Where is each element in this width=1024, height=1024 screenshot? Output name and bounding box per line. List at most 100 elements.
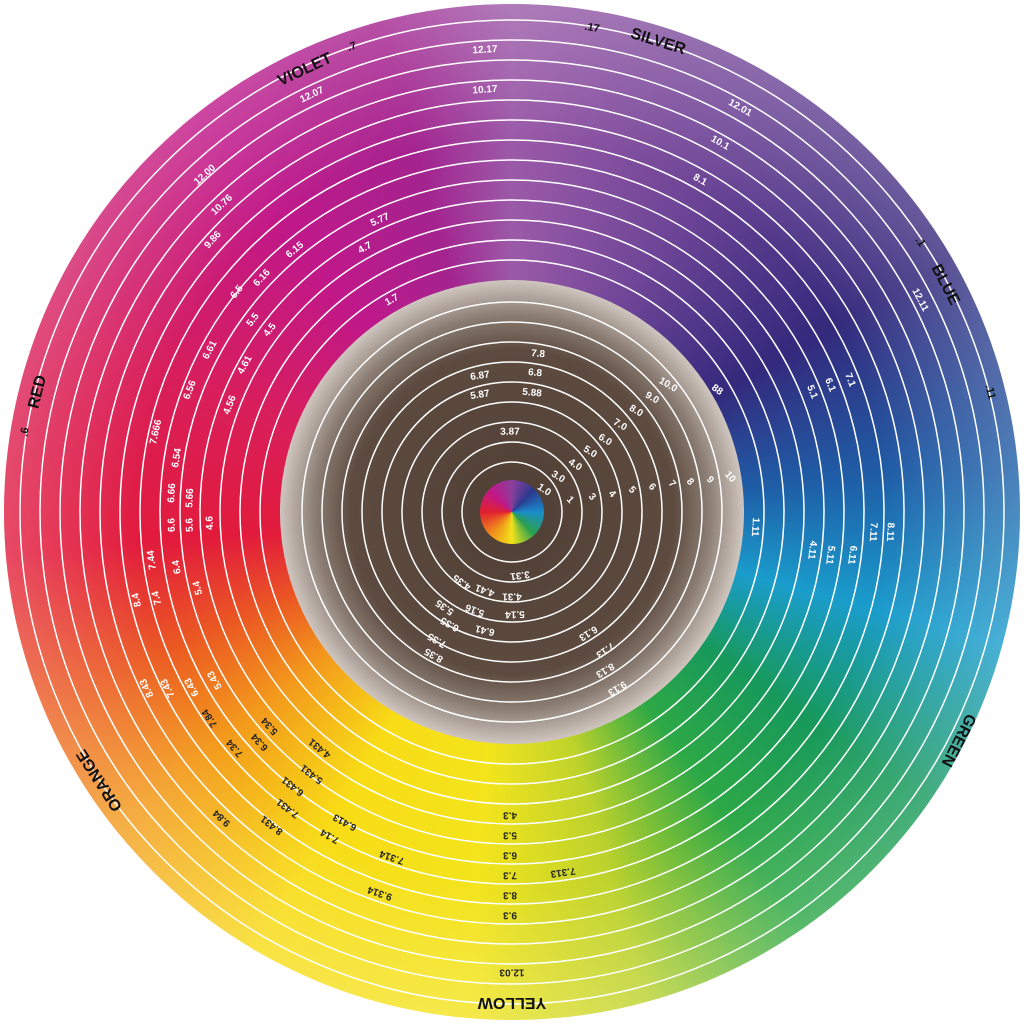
shade-label: 4.56 [222, 394, 239, 417]
shade-label: .17 [583, 21, 600, 35]
shade-label: 5.6 [184, 517, 196, 532]
shade-label: .1 [913, 235, 928, 249]
shade-label: 7.431 [274, 796, 301, 820]
shade-label: 7.84 [200, 706, 220, 729]
ring [59, 59, 965, 965]
shade-label: 6.87 [470, 369, 491, 383]
ring [361, 361, 663, 663]
shade-label: 8.11 [884, 522, 896, 542]
ring [441, 441, 583, 583]
shade-label: 6 [646, 481, 658, 493]
shade-label: 5.11 [823, 545, 836, 566]
shade-label: 7.8 [531, 348, 546, 360]
shade-label: 6.413 [331, 811, 359, 833]
ring [239, 239, 785, 785]
shade-label: 12.17 [472, 44, 498, 56]
ring [119, 119, 905, 905]
shade-label: 6.431 [280, 774, 307, 798]
color-family-label: ORANGE [73, 746, 126, 814]
shade-label: 5 [626, 484, 638, 496]
ring [301, 301, 723, 723]
shade-label: 4.3 [503, 809, 517, 820]
shade-label: 8 [684, 476, 696, 488]
ring [79, 79, 945, 945]
ring [39, 39, 985, 985]
shade-label: 7.11 [867, 522, 879, 542]
ring [421, 421, 603, 603]
shade-label: .7 [346, 40, 359, 54]
shade-label: 7.43 [159, 676, 178, 699]
shade-label: 7.3 [503, 869, 517, 880]
shade-label: 4.31 [502, 590, 522, 601]
ring [179, 179, 845, 845]
ring [381, 381, 643, 643]
color-family-label: YELLOW [477, 994, 546, 1011]
ring [341, 341, 683, 683]
shade-label: 7.313 [549, 865, 576, 879]
rings [19, 19, 1005, 1005]
ring [199, 199, 825, 825]
ring [99, 99, 925, 925]
ring [219, 219, 805, 805]
shade-label: 10.76 [209, 192, 235, 217]
shade-label: 6.54 [170, 447, 184, 468]
shade-label: 7.666 [148, 418, 164, 445]
shade-label: 7.14 [319, 826, 342, 845]
shade-label: 10.1 [709, 134, 732, 153]
color-family-label: VIOLET [275, 50, 335, 90]
shade-label: 7.4 [150, 589, 164, 606]
color-family-label: SILVER [629, 25, 689, 58]
shade-label: 4.6 [204, 515, 216, 530]
shade-label: 6.11 [845, 545, 858, 566]
shade-label: 7 [666, 478, 678, 490]
shade-label: 7.44 [145, 549, 159, 570]
shade-label: .11 [982, 383, 997, 400]
shade-label: 1 [564, 494, 576, 506]
ring [401, 401, 623, 623]
shade-label: 7.314 [378, 847, 406, 866]
shade-label: 8.1 [691, 172, 709, 189]
shade-label: 7.34 [224, 737, 245, 759]
shade-label: 6.43 [182, 675, 201, 698]
shade-label: 6.3 [503, 849, 517, 860]
shade-label: 7.1 [842, 372, 857, 389]
shade-label: 3 [586, 491, 598, 503]
shade-label: 9.86 [202, 229, 224, 251]
shade-label: 4.61 [236, 354, 255, 377]
shade-label: 6.8 [528, 367, 543, 379]
shade-label: 6.6 [166, 517, 178, 532]
shade-label: 10.17 [472, 84, 498, 97]
shade-label: 5.4 [191, 579, 205, 596]
shade-label: 5.88 [522, 387, 543, 400]
shade-label: 9.3 [503, 909, 517, 920]
shade-label: 12.00 [192, 162, 218, 187]
shade-label: 6.66 [166, 483, 178, 503]
shade-label: 12.03 [499, 966, 524, 977]
shade-label: 6.15 [284, 239, 306, 260]
shade-label: 6.4 [171, 559, 184, 575]
shade-label: .6 [18, 426, 31, 437]
shade-label: 1.11 [749, 517, 761, 537]
shade-label: 8.43 [138, 676, 157, 699]
color-family-label: BLUE [928, 262, 963, 309]
shade-label: 5.3 [503, 829, 517, 840]
shade-label: 8.431 [258, 813, 285, 837]
center-swatch [480, 480, 544, 544]
shade-label: 9 [704, 474, 716, 486]
ring [139, 139, 885, 885]
shade-label: 4.11 [805, 540, 818, 561]
shade-label: 6.1 [822, 377, 838, 394]
shade-label: 5.5 [245, 311, 262, 329]
shade-label: 3.31 [509, 568, 530, 581]
ring [461, 461, 563, 563]
ring [159, 159, 865, 865]
color-family-label: RED [25, 373, 50, 410]
shade-label: 5.66 [184, 488, 196, 508]
shade-label: 3.87 [500, 426, 520, 437]
shade-label: 4.7 [356, 240, 374, 257]
shade-label: 5.431 [298, 762, 325, 786]
shade-label: 4 [606, 488, 618, 500]
shade-label: 6.41 [474, 622, 496, 637]
